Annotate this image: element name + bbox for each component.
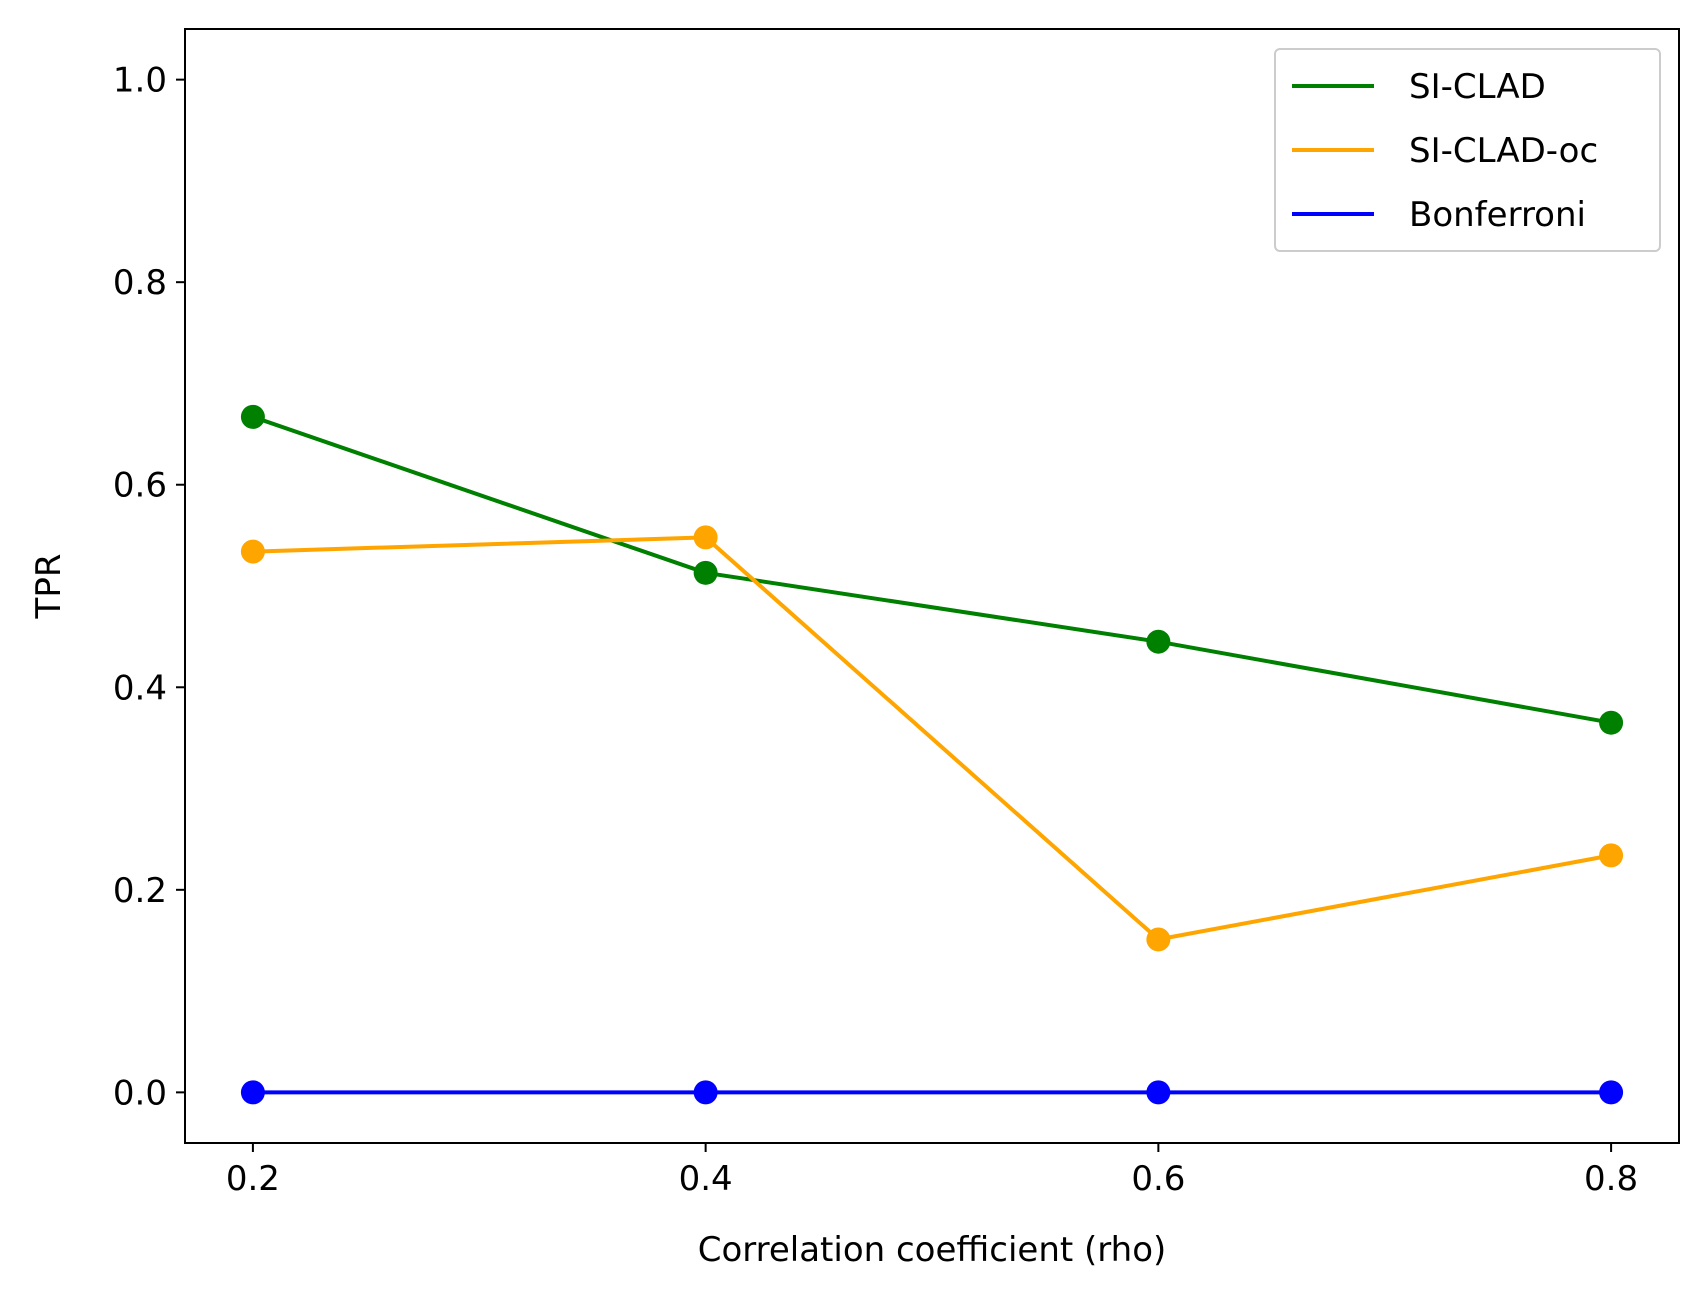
x-axis-label: Correlation coefficient (rho) — [698, 1230, 1167, 1270]
data-point-si-clad — [240, 404, 265, 429]
data-point-si-clad — [1146, 629, 1171, 654]
data-point-bonferroni — [240, 1080, 265, 1105]
series-bonferroni — [240, 1080, 1624, 1105]
y-tick-label: 0.4 — [113, 668, 167, 708]
series-line-si-clad-oc — [252, 535, 1612, 942]
data-point-bonferroni — [1146, 1080, 1171, 1105]
data-point-si-clad-oc — [1146, 927, 1171, 952]
x-tick-label: 0.4 — [679, 1159, 733, 1199]
legend-item-si-clad: SI-CLAD — [1292, 67, 1546, 107]
legend-box — [1274, 48, 1661, 252]
data-point-bonferroni — [1599, 1080, 1624, 1105]
series-si-clad-oc — [240, 525, 1624, 952]
y-tick-label: 1.0 — [113, 61, 167, 101]
legend-label: Bonferroni — [1409, 195, 1586, 235]
series-si-clad — [240, 404, 1624, 735]
legend-label: SI-CLAD — [1409, 67, 1546, 107]
y-tick-label: 0.8 — [113, 263, 167, 303]
data-point-si-clad — [693, 560, 718, 585]
legend-item-bonferroni: Bonferroni — [1292, 195, 1586, 235]
data-point-bonferroni — [693, 1080, 718, 1105]
x-tick-label: 0.6 — [1131, 1159, 1185, 1199]
data-point-si-clad-oc — [240, 539, 265, 564]
y-tick-label: 0.2 — [113, 871, 167, 911]
series-line-si-clad — [252, 415, 1612, 725]
legend: SI-CLAD SI-CLAD-oc Bonferroni — [1274, 48, 1661, 252]
data-point-si-clad — [1599, 710, 1624, 735]
data-point-si-clad-oc — [693, 525, 718, 550]
y-tick-label: 0.0 — [113, 1073, 167, 1113]
data-point-si-clad-oc — [1599, 843, 1624, 868]
y-axis-label: TPR — [29, 554, 69, 620]
legend-label: SI-CLAD-oc — [1409, 131, 1598, 171]
y-tick-label: 0.6 — [113, 466, 167, 506]
x-axis: 0.2 0.4 0.6 0.8 — [226, 1143, 1638, 1199]
plot-frame — [184, 28, 1680, 1144]
series-layer — [240, 404, 1624, 1105]
x-tick-label: 0.8 — [1584, 1159, 1638, 1199]
x-tick-label: 0.2 — [226, 1159, 280, 1199]
y-axis: 0.0 0.2 0.4 0.6 0.8 1.0 — [113, 61, 185, 1113]
legend-item-si-clad-oc: SI-CLAD-oc — [1292, 131, 1598, 171]
